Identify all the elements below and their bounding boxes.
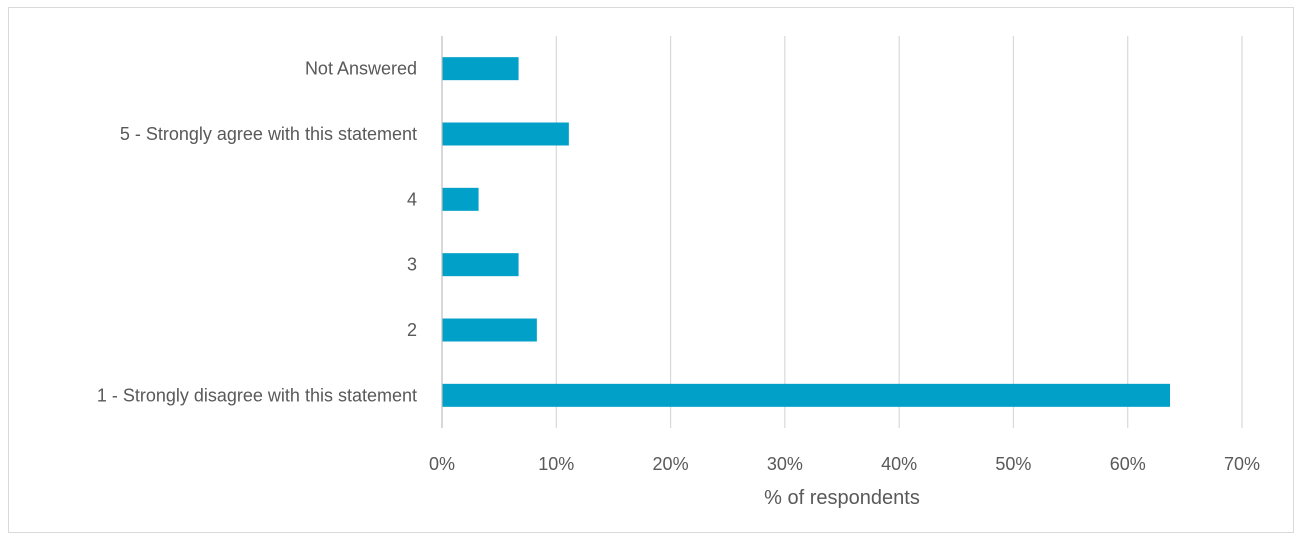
x-tick-label: 60% — [1110, 454, 1146, 474]
x-tick-label: 0% — [429, 454, 455, 474]
bar — [442, 122, 569, 146]
bar — [442, 383, 1170, 407]
category-label: 5 - Strongly agree with this statement — [120, 124, 417, 144]
x-tick-label: 10% — [538, 454, 574, 474]
category-labels: Not Answered 5 - Strongly agree with this… — [97, 59, 417, 406]
gridlines — [555, 36, 1243, 428]
x-tick-label: 70% — [1224, 454, 1260, 474]
x-tick-label: 20% — [653, 454, 689, 474]
bars — [442, 57, 1170, 407]
category-label: 4 — [407, 189, 417, 209]
chart-frame — [8, 7, 1294, 533]
bar — [442, 253, 519, 277]
x-tick-label: 50% — [995, 454, 1031, 474]
category-label: 1 - Strongly disagree with this statemen… — [97, 385, 417, 405]
bar — [442, 318, 537, 342]
bar — [442, 187, 479, 211]
category-label: 2 — [407, 320, 417, 340]
x-axis-title: % of respondents — [764, 487, 920, 509]
x-tick-label: 30% — [767, 454, 803, 474]
x-tick-label: 40% — [881, 454, 917, 474]
category-label: Not Answered — [305, 59, 417, 79]
category-label: 3 — [407, 255, 417, 275]
x-tick-labels: 0% 10% 20% 30% 40% 50% 60% 70% — [429, 454, 1260, 474]
bar — [442, 57, 519, 81]
